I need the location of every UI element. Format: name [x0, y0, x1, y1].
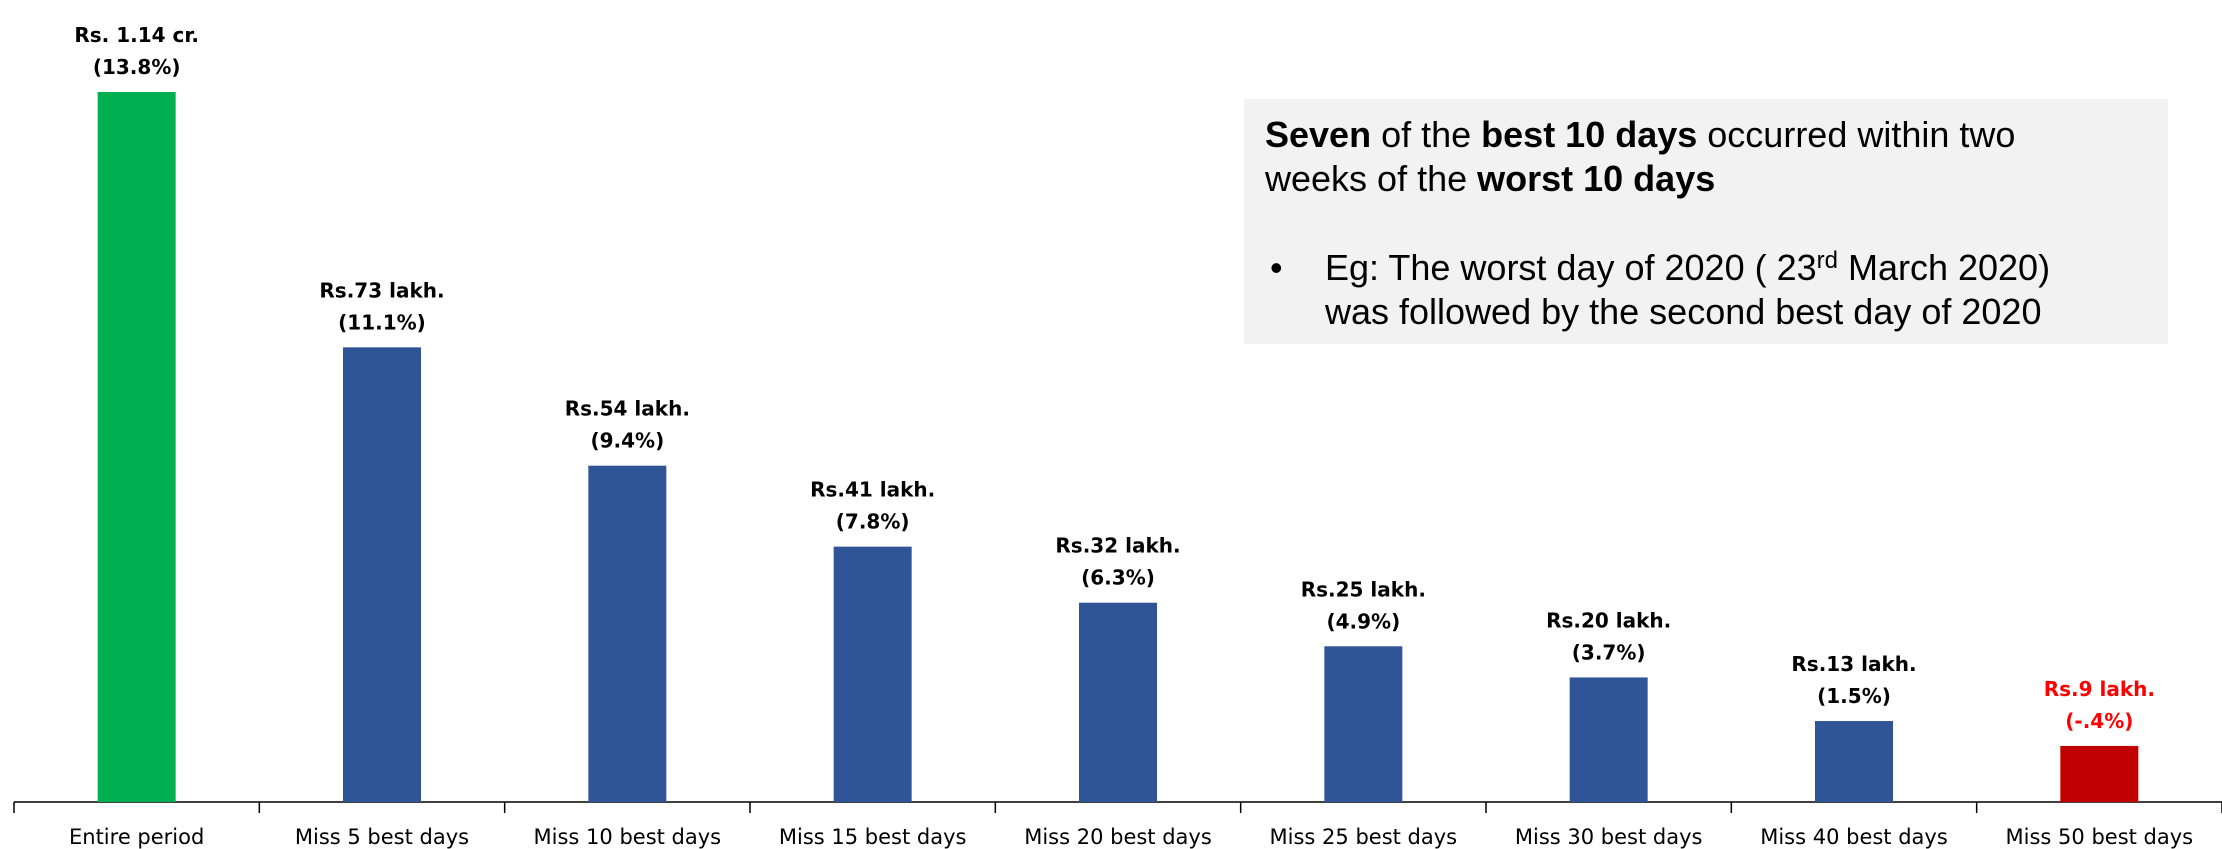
annotation-run: March 2020) [1838, 247, 2050, 288]
bar [833, 546, 912, 802]
annotation-heading: weeks of the worst 10 days [1264, 158, 1715, 199]
return-label: (13.8%) [93, 55, 181, 79]
value-label: Rs.73 lakh. [319, 278, 444, 302]
x-tick-label: Miss 25 best days [1270, 825, 1458, 849]
return-label: (3.7%) [1572, 640, 1646, 664]
value-label: Rs.9 lakh. [2044, 677, 2155, 701]
return-label: (4.9%) [1326, 609, 1400, 633]
x-tick-label: Miss 10 best days [534, 825, 722, 849]
value-label: Rs.41 lakh. [810, 478, 935, 502]
value-label: Rs.13 lakh. [1791, 652, 1916, 676]
annotation-bullet: was followed by the second best day of 2… [1324, 291, 2041, 332]
bar [1569, 677, 1648, 802]
return-label: (7.8%) [836, 510, 910, 534]
x-tick-label: Miss 40 best days [1760, 825, 1948, 849]
bar [97, 92, 176, 802]
annotation-heading: Seven of the best 10 days occurred withi… [1265, 114, 2015, 155]
annotation-run: Eg: The worst day of 2020 ( 23 [1325, 247, 1817, 288]
bar [1079, 602, 1157, 802]
bar [588, 465, 667, 802]
x-tick-label: Miss 20 best days [1024, 825, 1212, 849]
return-label: (-.4%) [2065, 709, 2133, 733]
value-label: Rs.20 lakh. [1546, 608, 1671, 632]
annotation-run: best 10 days [1481, 114, 1697, 155]
return-label: (1.5%) [1817, 684, 1891, 708]
value-label: Rs.25 lakh. [1301, 577, 1426, 601]
value-label: Rs.32 lakh. [1055, 534, 1180, 558]
value-label: Rs.54 lakh. [565, 397, 690, 421]
annotation-run: of the [1371, 114, 1481, 155]
return-label: (6.3%) [1081, 566, 1155, 590]
annotation-run: Seven [1265, 114, 1371, 155]
bar [1324, 646, 1403, 802]
x-tick-label: Miss 15 best days [779, 825, 967, 849]
annotation-bullet: Eg: The worst day of 2020 ( 23rd March 2… [1325, 247, 2050, 288]
annotation-run: weeks of the [1264, 158, 1477, 199]
return-label: (9.4%) [590, 429, 664, 453]
x-tick-label: Miss 50 best days [2006, 825, 2194, 849]
x-tick-label: Miss 5 best days [295, 825, 469, 849]
value-label: Rs. 1.14 cr. [74, 23, 199, 47]
annotation-run: was followed by the second best day of 2… [1324, 291, 2041, 332]
bar [2060, 745, 2139, 802]
annotation-run: worst 10 days [1476, 158, 1715, 199]
return-label: (11.1%) [338, 310, 426, 334]
x-tick-label: Entire period [69, 825, 204, 849]
bar [1815, 721, 1893, 802]
annotation-run: occurred within two [1697, 114, 2015, 155]
annotation-run: rd [1817, 247, 1838, 274]
annotation-box [1244, 99, 2168, 344]
bullet-symbol: • [1270, 247, 1283, 288]
bar [343, 347, 421, 802]
x-tick-label: Miss 30 best days [1515, 825, 1703, 849]
